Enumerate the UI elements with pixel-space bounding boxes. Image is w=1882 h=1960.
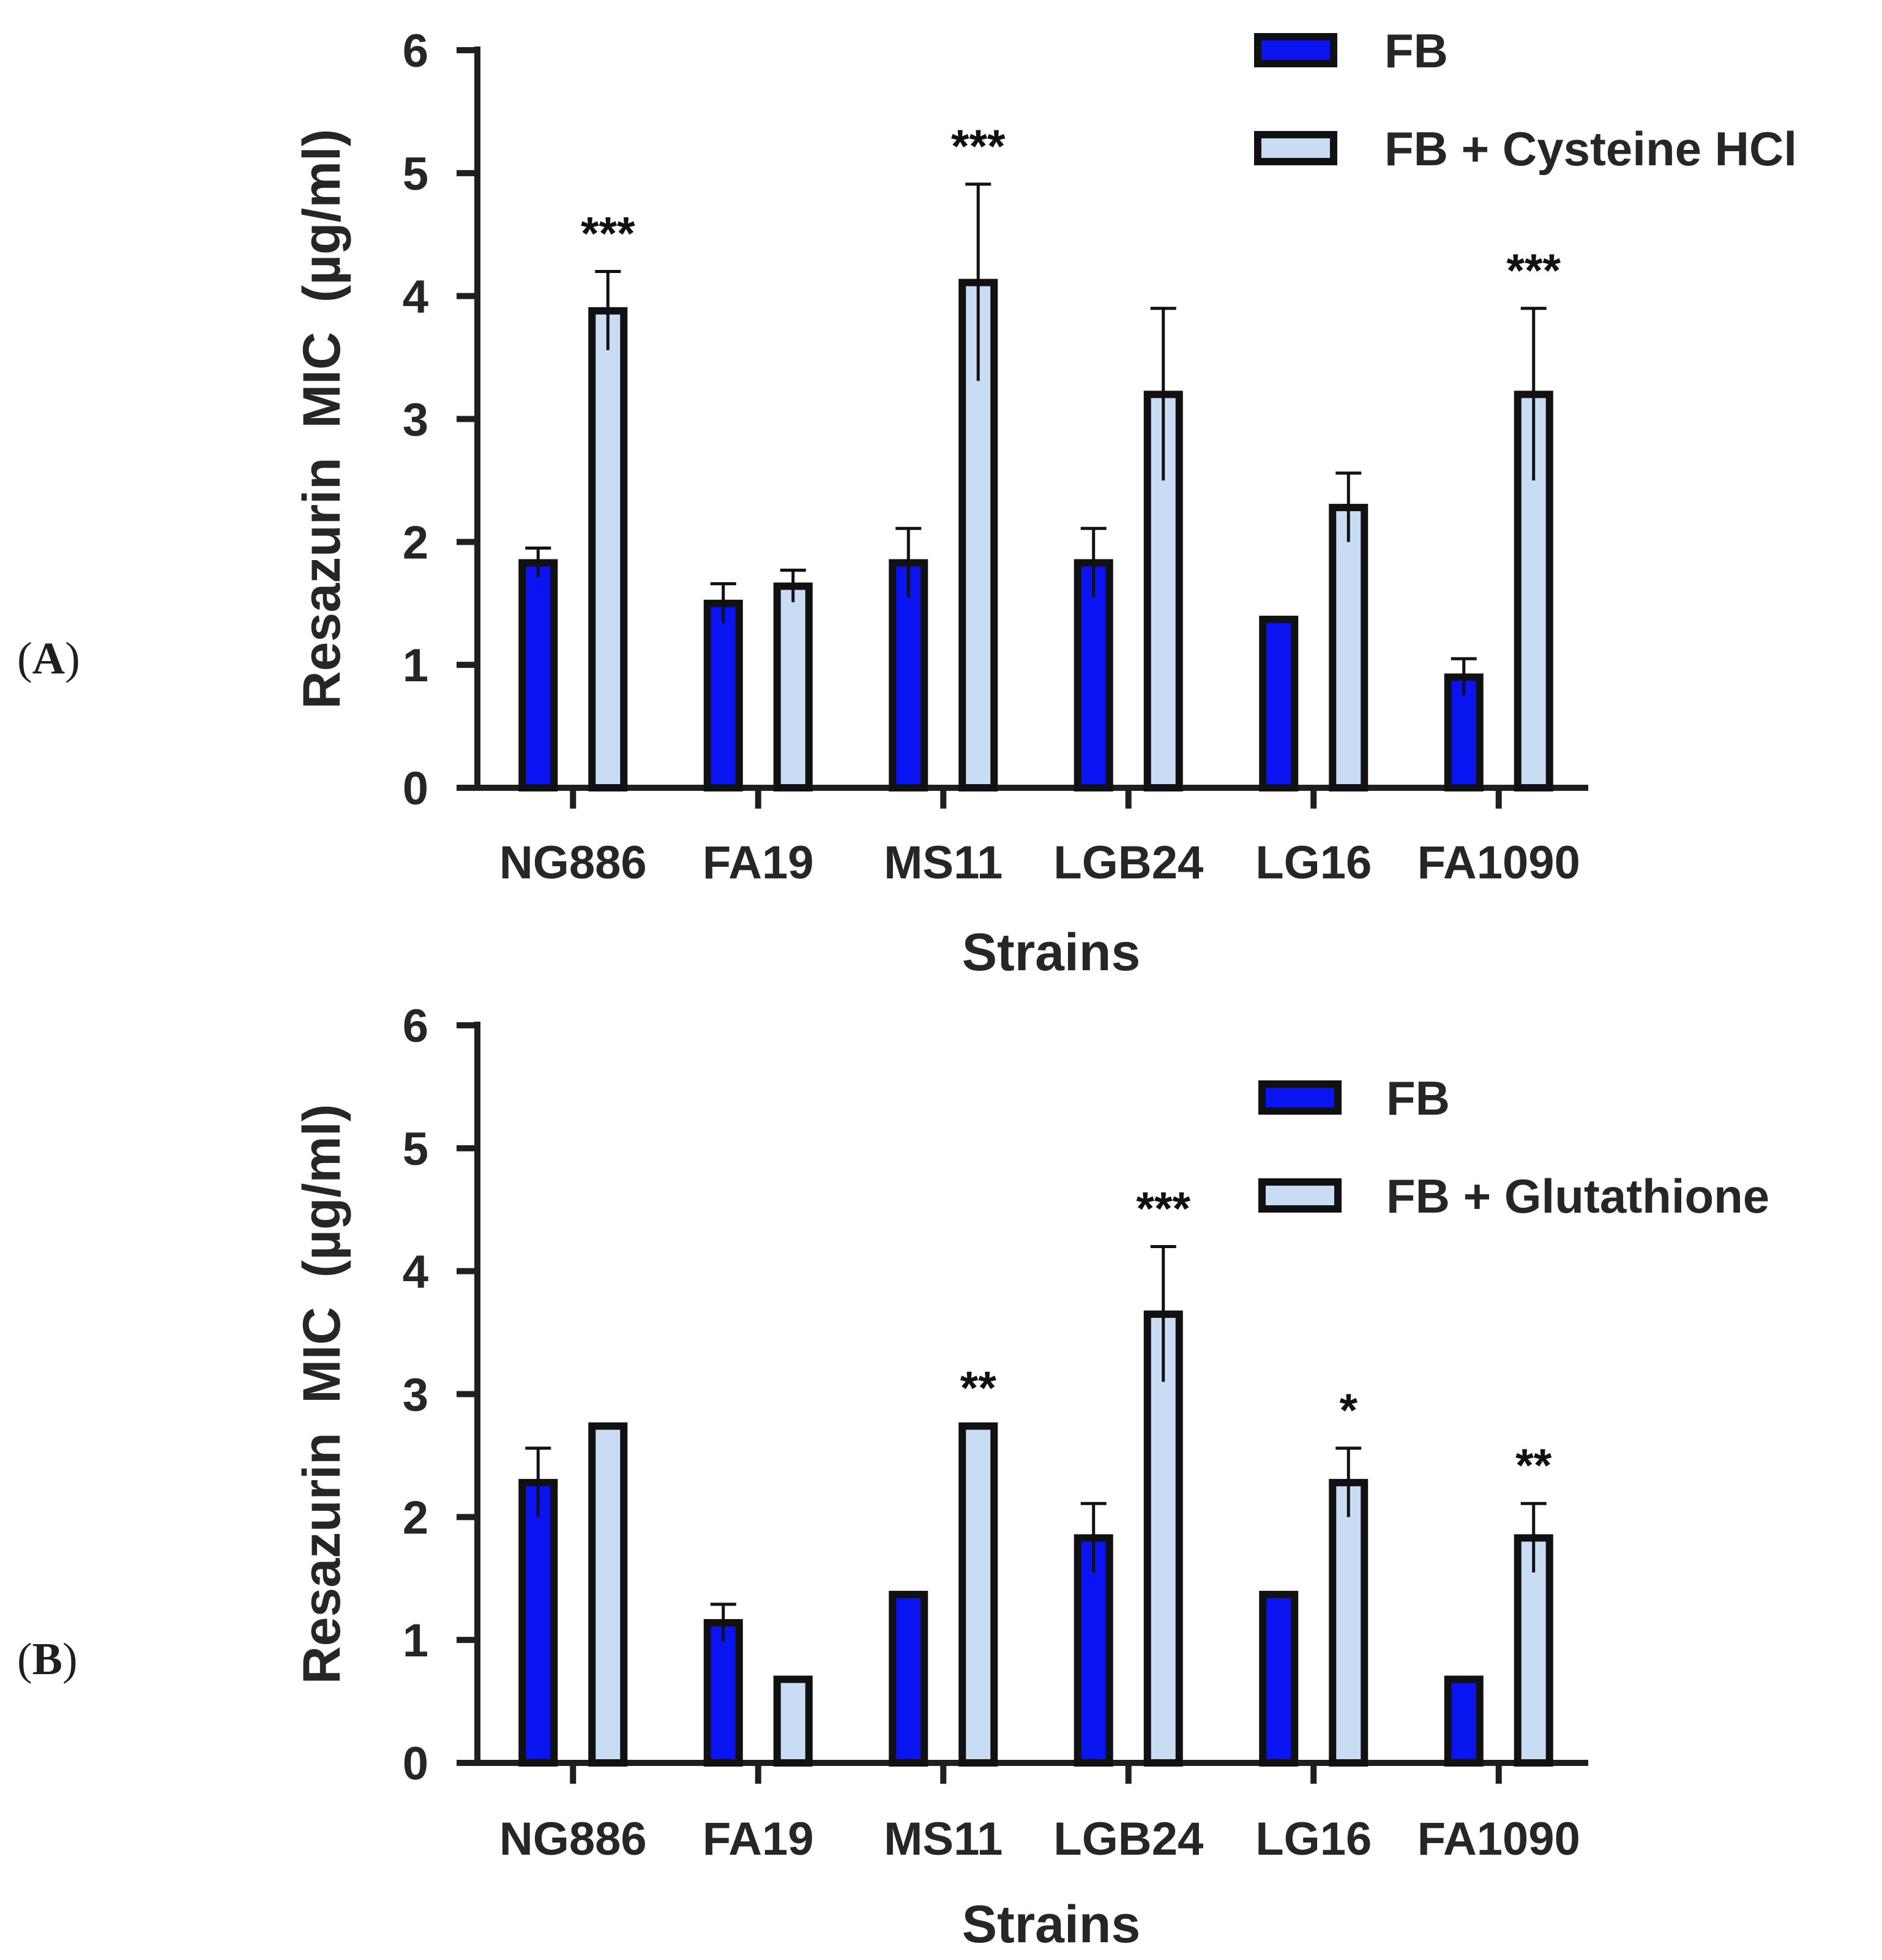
x-tick-label: LGB24 [1053,1813,1203,1865]
bar-a-ng886-series-1 [518,559,558,791]
legend-swatch [1258,1178,1342,1213]
y-tick-label: 2 [403,1492,428,1544]
bar-b-ms11-series-1 [889,1590,928,1767]
panel-label: (B) [17,1634,78,1685]
panel-label-part: ( [17,634,32,684]
x-tick-label: FA19 [703,837,814,889]
x-tick-label: FA1090 [1417,1813,1580,1865]
significance-marker: *** [951,121,1006,173]
x-tick-label: MS11 [884,1813,1003,1865]
panel-label-part: A [32,634,65,684]
legend-swatch [1254,33,1337,67]
x-tick-label: NG886 [499,837,647,889]
bar-b-fa19-series-1 [703,1619,743,1767]
x-tick-label: LG16 [1255,1813,1372,1865]
bar-b-fa19-series-2 [773,1675,813,1767]
y-tick-label: 1 [403,1615,428,1667]
legend-swatch [1254,131,1337,165]
bar-a-ng886-series-2 [588,307,628,791]
panel-a: (A) 0 1 2 3 4 5 6 Resazurin MIC (µg/ml) Strains NG… [17,24,1797,982]
panel-label-part: ( [17,1634,32,1685]
panel-b: (B) 0 1 2 3 4 5 6 Resazurin MIC (µg/ml) Strains NG… [17,1000,1769,1954]
bar-b-fa1090-series-1 [1444,1675,1484,1767]
x-tick-label: FA1090 [1417,837,1580,889]
bar-a-fa19-series-2 [773,582,813,792]
bar-b-ng886-series-1 [518,1479,558,1767]
significance-marker: ** [960,1363,997,1415]
y-tick-label: 1 [403,640,428,692]
bar-b-ms11-series-2 [958,1422,998,1767]
x-axis-title: Strains [962,1895,1141,1954]
bar-b-ng886-series-2 [588,1422,628,1767]
y-tick-label: 3 [403,394,428,446]
bar-b-lg16-series-1 [1259,1590,1299,1767]
x-tick-label: LGB24 [1053,837,1203,889]
y-tick-label: 5 [403,1123,428,1175]
significance-marker: *** [581,208,635,260]
significance-marker: *** [1136,1183,1190,1235]
y-tick-label: 3 [403,1369,428,1421]
y-tick-label: 5 [403,148,428,200]
x-tick-label: NG886 [499,1813,647,1865]
y-tick-label: 0 [403,763,428,815]
bar-a-ms11-series-1 [889,559,928,791]
bar-a-lg16-series-1 [1259,615,1299,791]
x-tick-label: FA19 [703,1813,814,1865]
x-tick-label: MS11 [884,837,1003,889]
legend-swatch [1258,1080,1342,1115]
y-tick-label: 2 [403,517,428,569]
legend-label: FB + Cysteine HCl [1384,122,1797,176]
x-axis-title: Strains [962,923,1141,982]
bar-a-fa19-series-1 [703,599,743,791]
panel-label-part: ) [62,1634,78,1685]
y-tick-label: 0 [403,1738,428,1790]
significance-marker: * [1339,1385,1357,1437]
y-tick-label: 4 [403,1246,428,1298]
panel-label: (A) [17,634,80,684]
y-tick-label: 6 [403,1000,428,1052]
panel-label-part: ) [65,634,80,684]
y-tick-label: 6 [403,25,428,77]
legend-label: FB [1386,1071,1450,1125]
bar-b-lg16-series-2 [1329,1479,1369,1767]
x-tick-label: LG16 [1255,837,1372,889]
bar-b-lgb24-series-2 [1143,1310,1183,1767]
significance-marker: *** [1506,245,1561,297]
bar-a-lg16-series-2 [1329,504,1369,791]
y-tick-label: 4 [403,271,428,323]
panel-label-part: B [32,1634,62,1685]
legend-label: FB + Glutathione [1386,1169,1769,1223]
legend-label: FB [1384,24,1448,78]
significance-marker: ** [1515,1440,1552,1492]
y-axis-title: Resazurin MIC (µg/ml) [293,1104,351,1685]
y-axis-title: Resazurin MIC (µg/ml) [293,129,351,709]
